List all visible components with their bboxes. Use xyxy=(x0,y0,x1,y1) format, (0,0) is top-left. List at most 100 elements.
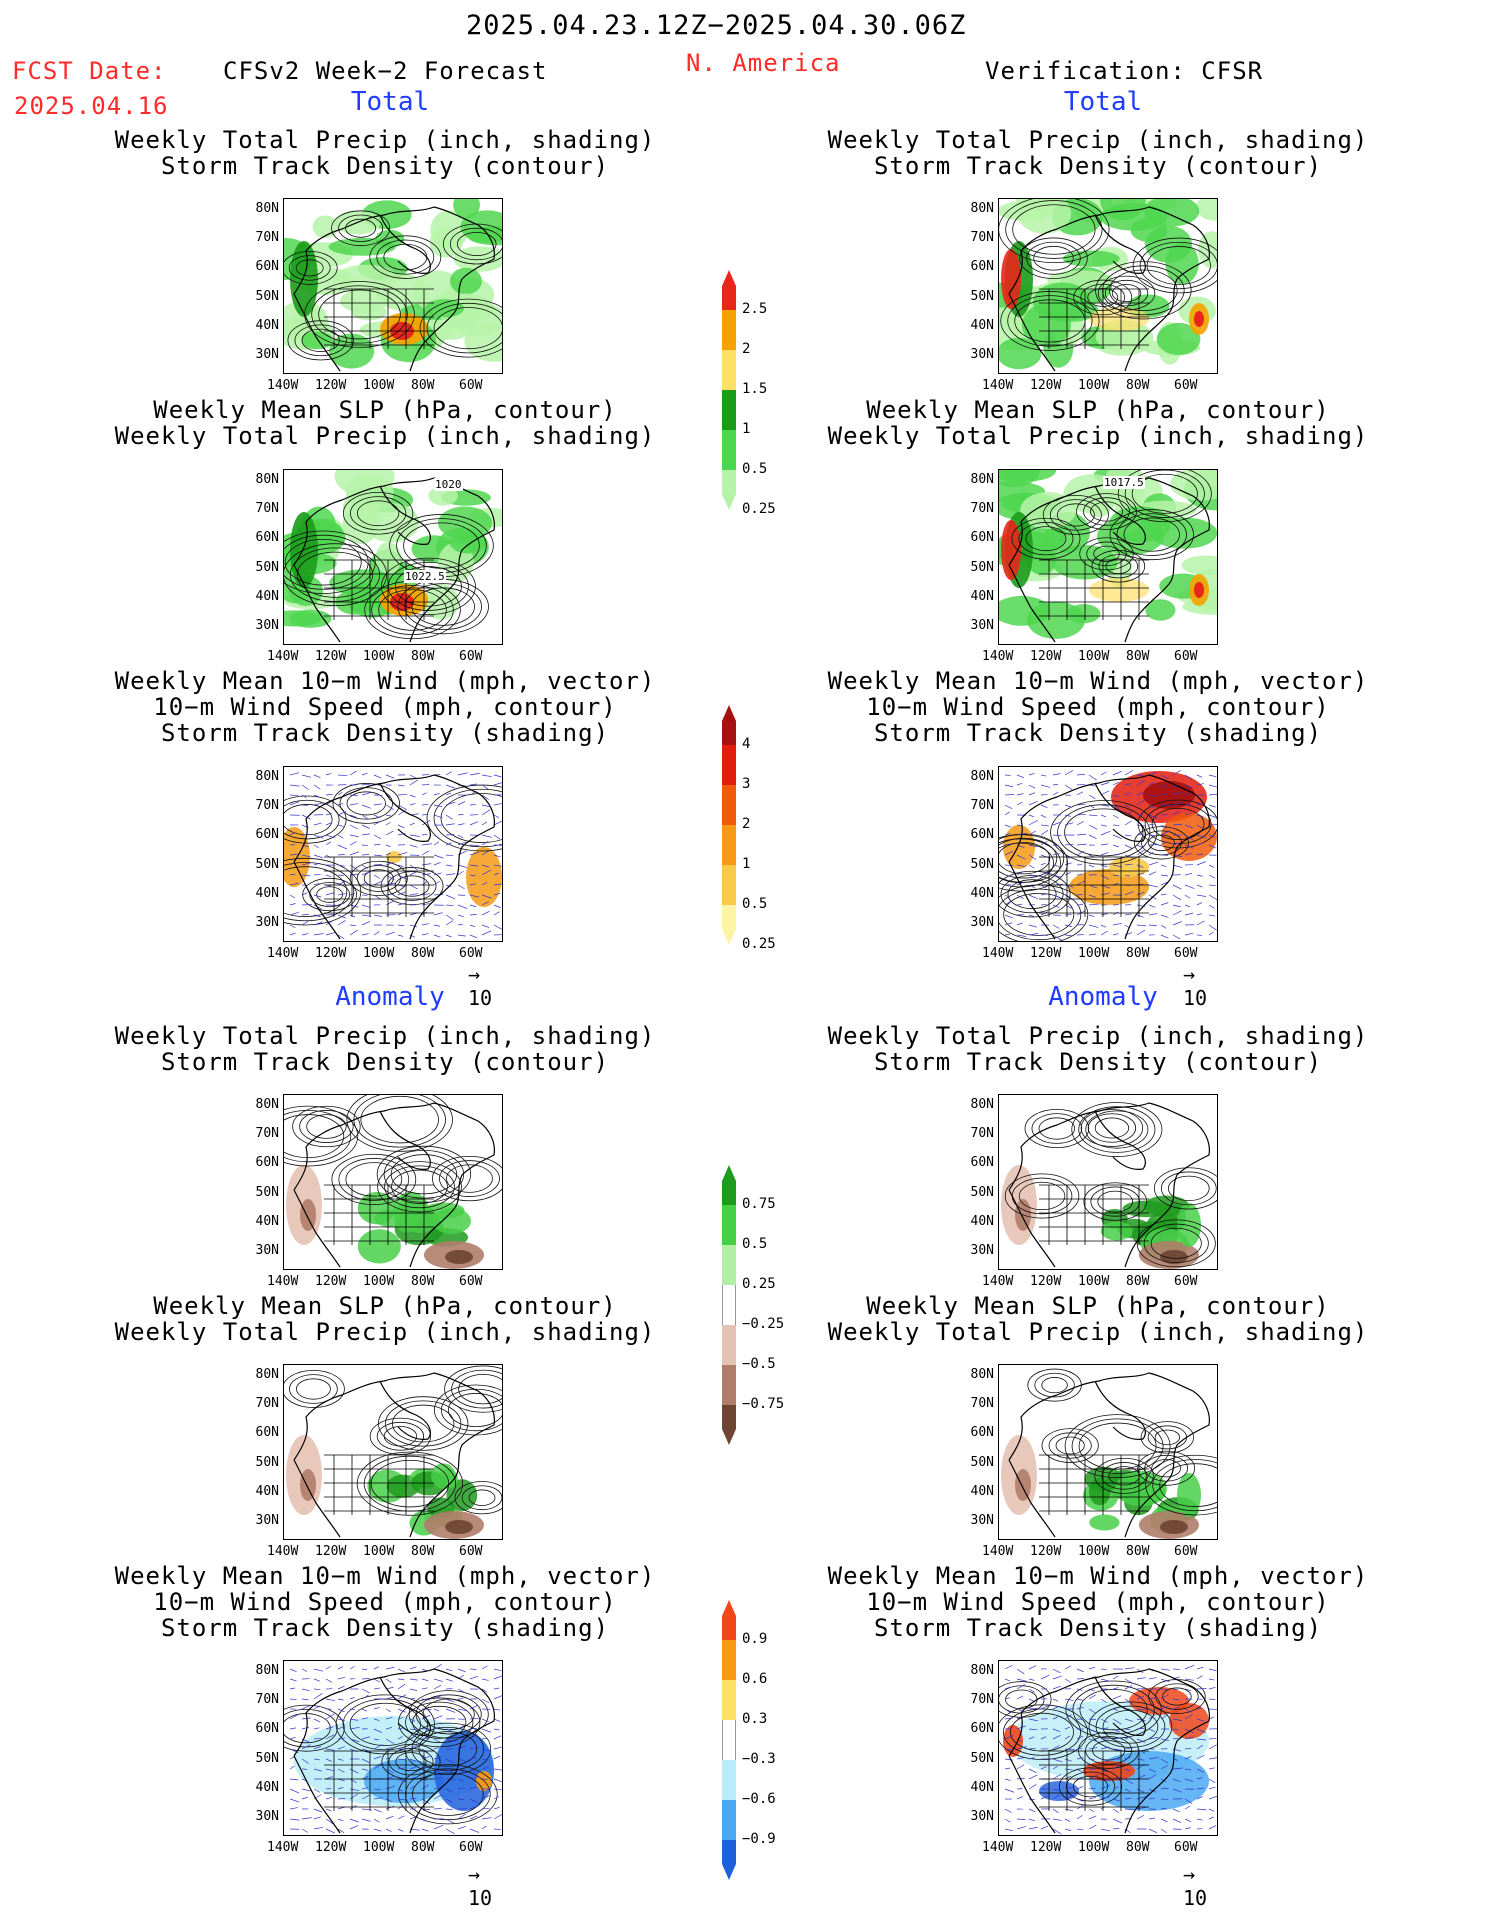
title-r1-line2: Storm Track Density (contour) xyxy=(873,152,1323,180)
title-l3-line3: Storm Track Density (shading) xyxy=(160,719,610,747)
lat-tick-label: 50N xyxy=(255,856,279,872)
map-fcst-anom-slp-precip: 80N 70N 60N 50N 40N 30N 140W 120W 100W 80W 60W xyxy=(213,1364,513,1564)
lat-tick-label: 40N xyxy=(970,1483,994,1499)
title-r6-line2: 10−m Wind Speed (mph, contour) xyxy=(866,1588,1330,1616)
lat-tick-label: 60N xyxy=(255,530,279,546)
lon-tick-label: 120W xyxy=(1030,378,1062,393)
section-anomaly-left: Anomaly xyxy=(335,982,445,1012)
colorbar-segment xyxy=(722,825,736,865)
lon-tick-label: 80W xyxy=(1126,649,1150,664)
lon-tick-label: 60W xyxy=(1174,1840,1198,1855)
lat-tick-label: 50N xyxy=(970,1184,994,1200)
lat-tick-label: 60N xyxy=(970,530,994,546)
vector-ref-label: 10 xyxy=(468,1886,493,1910)
map-verif-anom-wind-storm: 80N 70N 60N 50N 40N 30N 140W 120W 100W 80W 60W xyxy=(928,1660,1228,1860)
lat-tick-label: 70N xyxy=(255,230,279,246)
map-plot-area xyxy=(283,1094,503,1270)
lon-tick-label: 120W xyxy=(315,946,347,961)
lat-tick-label: 50N xyxy=(970,559,994,575)
date-range-title: 2025.04.23.12Z−2025.04.30.06Z xyxy=(466,10,967,41)
lon-tick-label: 80W xyxy=(411,1544,435,1559)
title-l4-line1: Weekly Total Precip (inch, shading) xyxy=(114,1022,656,1050)
lat-tick-label: 80N xyxy=(970,1097,994,1112)
colorbar-label: 2 xyxy=(742,341,751,357)
lat-tick-label: 70N xyxy=(255,1692,279,1708)
colorbar-segment xyxy=(722,270,736,310)
lat-tick-label: 70N xyxy=(970,1126,994,1142)
colorbar-label: 2 xyxy=(742,816,751,832)
lat-tick-label: 40N xyxy=(255,885,279,901)
colorbar-segment xyxy=(722,310,736,350)
lon-tick-label: 140W xyxy=(267,1544,299,1559)
lon-tick-label: 120W xyxy=(315,649,347,664)
colorbar-segment xyxy=(722,1640,736,1680)
lon-tick-label: 100W xyxy=(1078,1274,1110,1289)
lat-tick-label: 80N xyxy=(970,1663,994,1678)
lat-tick-label: 60N xyxy=(255,1425,279,1441)
lat-tick-label: 40N xyxy=(255,588,279,604)
lon-tick-label: 60W xyxy=(459,1840,483,1855)
vector-ref-verif-total: → 10 xyxy=(1183,962,1208,1010)
lat-tick-label: 60N xyxy=(255,827,279,843)
lat-tick-label: 30N xyxy=(970,1243,994,1258)
colorbar-segment xyxy=(722,1245,736,1285)
title-l4-line2: Storm Track Density (contour) xyxy=(160,1048,610,1076)
colorbar-label: 0.25 xyxy=(742,1276,776,1292)
lon-tick-label: 80W xyxy=(411,946,435,961)
title-r1-line1: Weekly Total Precip (inch, shading) xyxy=(827,126,1369,154)
lat-tick-label: 50N xyxy=(970,856,994,872)
map-plot-area xyxy=(283,198,503,374)
lon-tick-label: 80W xyxy=(1126,1544,1150,1559)
colorbar-segment xyxy=(722,905,736,945)
title-l2-line1: Weekly Mean SLP (hPa, contour) xyxy=(153,396,617,424)
lat-tick-label: 40N xyxy=(970,1213,994,1229)
lon-tick-label: 100W xyxy=(1078,649,1110,664)
colorbar-label: −0.6 xyxy=(742,1791,776,1807)
map-plot-area xyxy=(283,1364,503,1540)
lat-tick-label: 60N xyxy=(255,259,279,275)
lon-tick-label: 140W xyxy=(982,378,1014,393)
lon-tick-label: 120W xyxy=(315,1274,347,1289)
lat-tick-label: 40N xyxy=(970,885,994,901)
lat-tick-label: 80N xyxy=(255,769,279,784)
colorbar-segment xyxy=(722,785,736,825)
lat-tick-label: 70N xyxy=(255,1396,279,1412)
lon-tick-label: 80W xyxy=(1126,1274,1150,1289)
vector-ref-label: 10 xyxy=(468,986,493,1010)
title-r6-line1: Weekly Mean 10−m Wind (mph, vector) xyxy=(827,1562,1369,1590)
lon-tick-label: 100W xyxy=(363,946,395,961)
colorbar-label: 0.25 xyxy=(742,501,776,517)
lon-tick-label: 100W xyxy=(1078,946,1110,961)
contour-label: 1022.5 xyxy=(404,570,446,583)
lat-tick-label: 80N xyxy=(970,1367,994,1382)
title-r2-line1: Weekly Mean SLP (hPa, contour) xyxy=(866,396,1330,424)
colorbar-segment xyxy=(722,1840,736,1880)
lat-tick-label: 60N xyxy=(970,1721,994,1737)
colorbar-segment xyxy=(722,865,736,905)
region-title: N. America xyxy=(686,49,841,77)
lat-tick-label: 80N xyxy=(970,472,994,487)
lat-tick-label: 80N xyxy=(255,472,279,487)
colorbar-segment xyxy=(722,1680,736,1720)
map-fcst-total-wind-storm: 80N 70N 60N 50N 40N 30N 140W 120W 100W 80W 60W xyxy=(213,766,513,966)
lat-tick-label: 80N xyxy=(970,201,994,216)
lon-tick-label: 100W xyxy=(363,1840,395,1855)
map-verif-total-slp-precip: 80N 70N 60N 50N 40N 30N 140W 120W 100W 80W 60W 1017… xyxy=(928,469,1228,669)
colorbar-label: 1.5 xyxy=(742,381,768,397)
lon-tick-label: 140W xyxy=(267,946,299,961)
title-r6-line3: Storm Track Density (shading) xyxy=(873,1614,1323,1642)
colorbar-segment xyxy=(722,1165,736,1205)
colorbar-label: 1 xyxy=(742,856,751,872)
section-total-left: Total xyxy=(350,87,430,117)
vector-ref-label: 10 xyxy=(1183,1886,1208,1910)
title-l3-line1: Weekly Mean 10−m Wind (mph, vector) xyxy=(114,667,656,695)
lat-tick-label: 30N xyxy=(970,1513,994,1528)
vector-ref-fcst-anom: → 10 xyxy=(468,1862,493,1910)
lat-tick-label: 60N xyxy=(970,1425,994,1441)
colorbar-label: 0.5 xyxy=(742,461,768,477)
verification-title: Verification: CFSR xyxy=(985,57,1264,85)
vector-ref-fcst-total: → 10 xyxy=(468,962,493,1010)
lat-tick-label: 70N xyxy=(255,798,279,814)
colorbar-segment xyxy=(722,470,736,510)
lon-tick-label: 60W xyxy=(459,378,483,393)
